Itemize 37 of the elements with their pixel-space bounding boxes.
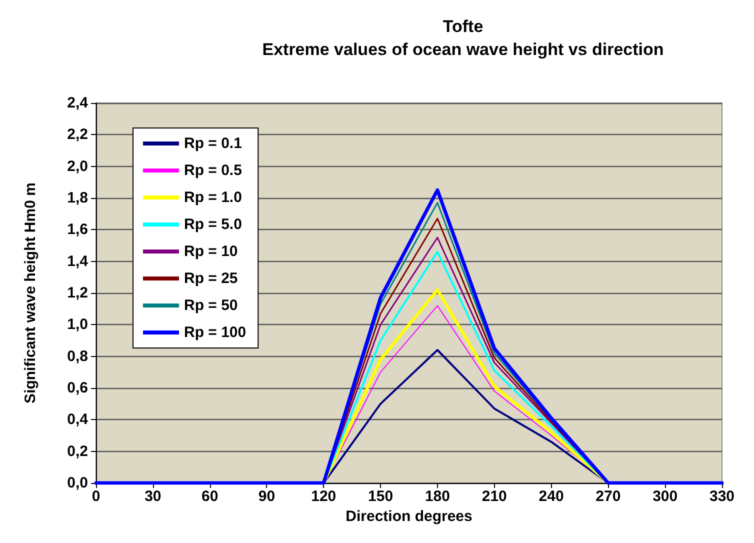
- y-tick-label: 0,6: [67, 380, 88, 396]
- x-tick-label: 270: [596, 488, 621, 505]
- y-tick-label: 1,2: [67, 284, 88, 302]
- y-tick-label: 0,2: [67, 442, 88, 460]
- legend-label: Rp = 10: [184, 243, 238, 260]
- x-tick-label: 240: [538, 488, 564, 505]
- legend-label: Rp = 5.0: [184, 216, 242, 233]
- y-tick-label: 1,8: [67, 190, 88, 206]
- y-tick-label: 0,8: [67, 348, 88, 365]
- y-tick-label: 1,4: [67, 252, 89, 270]
- chart-subtitle: Extreme values of ocean wave height vs direction: [262, 40, 664, 59]
- x-tick-label: 120: [311, 488, 336, 505]
- x-tick-label: 180: [424, 488, 450, 505]
- legend-label: Rp = 1.0: [184, 189, 242, 206]
- x-tick-label: 30: [144, 488, 162, 505]
- y-tick-label: 1,6: [67, 221, 88, 238]
- y-tick-label: 1,0: [67, 316, 88, 334]
- x-tick-label: 60: [201, 488, 218, 505]
- legend-label: Rp = 0.5: [184, 162, 242, 179]
- y-tick-label: 0,4: [67, 411, 89, 428]
- legend-label: Rp = 0.1: [184, 135, 242, 152]
- x-tick-label: 90: [258, 488, 276, 505]
- x-axis-title: Direction degrees: [346, 508, 472, 525]
- x-tick-label: 210: [482, 488, 507, 505]
- x-tick-label: 300: [652, 488, 678, 505]
- y-tick-label: 2,2: [67, 126, 88, 144]
- y-axis-title: Significant wave height Hm0 m: [22, 182, 39, 404]
- x-tick-label: 330: [709, 488, 735, 505]
- y-tick-label: 2,4: [67, 94, 89, 112]
- legend-label: Rp = 25: [184, 270, 238, 287]
- y-tick-label: 2,0: [67, 158, 88, 175]
- legend-label: Rp = 50: [184, 297, 238, 314]
- legend-label: Rp = 100: [184, 324, 246, 341]
- x-tick-label: 0: [92, 488, 100, 505]
- chart-title: Tofte: [442, 17, 484, 36]
- x-tick-label: 150: [368, 488, 394, 505]
- y-tick-label: 0,0: [67, 474, 88, 492]
